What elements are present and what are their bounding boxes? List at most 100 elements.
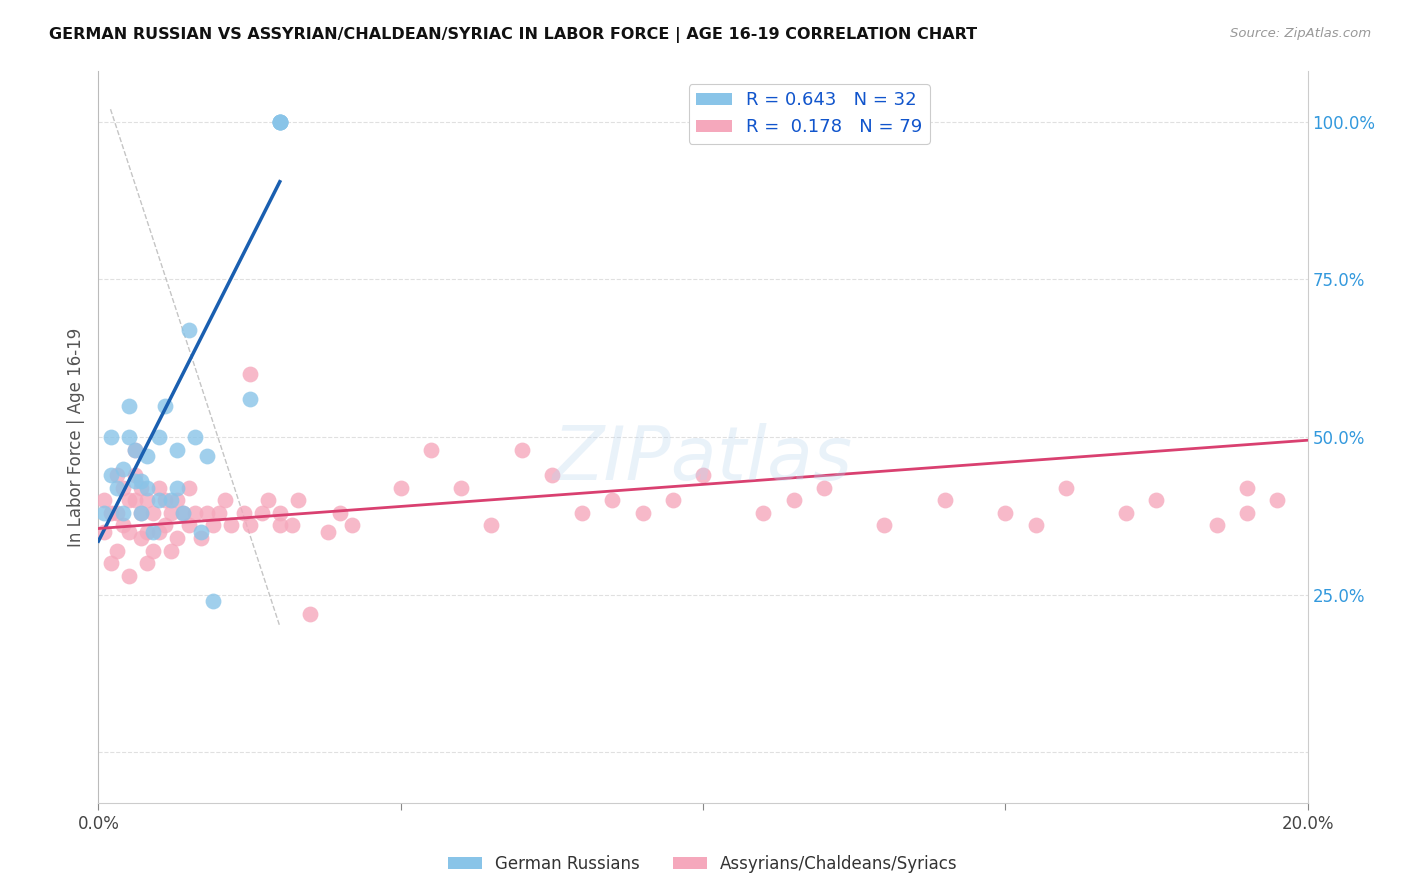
Point <box>239 518 262 533</box>
Point <box>160 493 183 508</box>
Point <box>195 506 218 520</box>
Point <box>179 481 201 495</box>
Point <box>118 524 141 539</box>
Point <box>105 506 128 520</box>
Point <box>166 442 188 457</box>
Point <box>184 430 207 444</box>
Point <box>281 518 304 533</box>
Point <box>124 467 146 482</box>
Point <box>142 506 165 520</box>
Point <box>100 556 122 570</box>
Point <box>153 493 176 508</box>
Text: ZIPatlas: ZIPatlas <box>553 423 853 495</box>
Point <box>160 543 183 558</box>
Point <box>329 506 352 520</box>
Point <box>129 506 152 520</box>
Point <box>202 594 225 608</box>
Legend: German Russians, Assyrians/Chaldeans/Syriacs: German Russians, Assyrians/Chaldeans/Syr… <box>441 848 965 880</box>
Point <box>813 481 835 495</box>
Point <box>1115 506 1137 520</box>
Point <box>124 442 146 457</box>
Point <box>111 506 134 520</box>
Point <box>100 467 122 482</box>
Point <box>287 493 309 508</box>
Point <box>269 115 291 129</box>
Point <box>342 518 364 533</box>
Point <box>269 518 291 533</box>
Point <box>129 474 152 488</box>
Point <box>135 493 157 508</box>
Point <box>1236 506 1258 520</box>
Point <box>208 506 231 520</box>
Point <box>135 524 157 539</box>
Point <box>100 430 122 444</box>
Point <box>142 543 165 558</box>
Point <box>148 430 170 444</box>
Point <box>195 449 218 463</box>
Point <box>1206 518 1229 533</box>
Point <box>256 493 278 508</box>
Point <box>934 493 956 508</box>
Point <box>100 506 122 520</box>
Point <box>202 518 225 533</box>
Point <box>299 607 322 621</box>
Text: GERMAN RUSSIAN VS ASSYRIAN/CHALDEAN/SYRIAC IN LABOR FORCE | AGE 16-19 CORRELATIO: GERMAN RUSSIAN VS ASSYRIAN/CHALDEAN/SYRI… <box>49 27 977 43</box>
Point <box>994 506 1017 520</box>
Point <box>93 506 115 520</box>
Point <box>93 493 115 508</box>
Point <box>510 442 533 457</box>
Point <box>631 506 654 520</box>
Point <box>232 506 254 520</box>
Point <box>105 467 128 482</box>
Point <box>179 323 201 337</box>
Point <box>239 367 262 381</box>
Point <box>124 442 146 457</box>
Point <box>142 524 165 539</box>
Point <box>118 569 141 583</box>
Point <box>481 518 503 533</box>
Point <box>118 399 141 413</box>
Point <box>269 115 291 129</box>
Point <box>118 493 141 508</box>
Point <box>184 506 207 520</box>
Point <box>111 461 134 475</box>
Point <box>148 481 170 495</box>
Point <box>105 481 128 495</box>
Legend: R = 0.643   N = 32, R =  0.178   N = 79: R = 0.643 N = 32, R = 0.178 N = 79 <box>689 84 929 144</box>
Point <box>873 518 896 533</box>
Point <box>540 467 562 482</box>
Point <box>153 518 176 533</box>
Point <box>124 493 146 508</box>
Point <box>661 493 683 508</box>
Point <box>269 115 291 129</box>
Point <box>111 481 134 495</box>
Point <box>1144 493 1167 508</box>
Point <box>105 543 128 558</box>
Point <box>166 531 188 545</box>
Point <box>129 531 152 545</box>
Point <box>752 506 775 520</box>
Point <box>269 115 291 129</box>
Point <box>239 392 262 407</box>
Point <box>160 506 183 520</box>
Point <box>172 506 194 520</box>
Point <box>190 531 212 545</box>
Point <box>129 506 152 520</box>
Point <box>602 493 624 508</box>
Point <box>389 481 412 495</box>
Point <box>93 524 115 539</box>
Point <box>221 518 243 533</box>
Point <box>571 506 593 520</box>
Point <box>1054 481 1077 495</box>
Point <box>1236 481 1258 495</box>
Point <box>250 506 273 520</box>
Point <box>118 430 141 444</box>
Point <box>1267 493 1289 508</box>
Point <box>783 493 806 508</box>
Text: Source: ZipAtlas.com: Source: ZipAtlas.com <box>1230 27 1371 40</box>
Point <box>153 399 176 413</box>
Point <box>420 442 443 457</box>
Point <box>269 506 291 520</box>
Point <box>148 524 170 539</box>
Point <box>166 481 188 495</box>
